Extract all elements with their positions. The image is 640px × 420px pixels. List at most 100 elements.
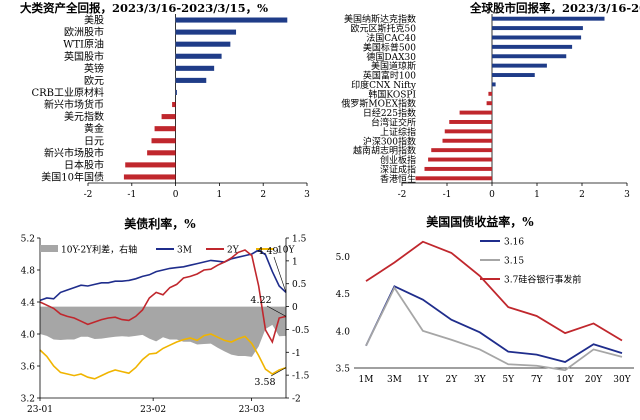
- asset-returns-x-tick-label: 1: [217, 190, 223, 200]
- yc-x-tick-label: 5Y: [502, 375, 515, 385]
- equity-returns-category-label: 台湾证交所: [371, 116, 416, 128]
- equity-returns-category-label: 美国道琼斯: [371, 60, 416, 72]
- equity-returns-x-tick-label: 0: [489, 190, 495, 200]
- equity-returns-x-tick-label: -2: [398, 190, 407, 200]
- equity-returns-bar: [444, 129, 492, 134]
- yc-x-tick-label: 1M: [359, 375, 374, 385]
- yc-series-line: [365, 240, 623, 342]
- yc-x-tick-label: 30Y: [613, 375, 631, 385]
- asset-returns-bar: [123, 174, 176, 180]
- yc-legend-label: 3.16: [504, 238, 524, 248]
- equity-returns-bar: [431, 148, 492, 153]
- equity-returns-bar: [488, 91, 492, 96]
- equity-returns-category-label: 欧元区斯托克50: [351, 23, 417, 35]
- equity-returns-category-label: 印度CNX Nifty: [351, 79, 417, 91]
- asset-returns-bar: [175, 89, 177, 95]
- yc-legend-label: 3.15: [504, 257, 524, 267]
- yield-curve-title: 美国国债收益率，%: [426, 214, 534, 229]
- annotation-leader: [266, 305, 287, 317]
- left-axis-tick-label: 3.2: [21, 395, 35, 405]
- asset-returns-bar: [175, 17, 288, 23]
- asset-returns-bar: [175, 65, 215, 71]
- left-axis-tick-label: 5.2: [21, 235, 35, 245]
- asset-returns-x-tick-label: -1: [127, 190, 136, 200]
- asset-returns-bar: [154, 126, 176, 132]
- asset-returns-bar: [175, 29, 237, 35]
- asset-returns-bar: [175, 77, 207, 83]
- right-axis-tick-label: -1: [292, 349, 301, 359]
- yc-x-tick-label: 20Y: [585, 375, 603, 385]
- equity-returns-bar: [424, 166, 492, 171]
- series-line-2y: [39, 249, 287, 345]
- legend-label: 10Y-2Y利差，右轴: [61, 244, 137, 256]
- equity-returns-chart: 全球股市回报率，2023/3/16-2023/3/15，% 美国纳斯达克指数欧元…: [341, 1, 640, 200]
- equity-returns-x-tick-label: 3: [624, 190, 630, 200]
- asset-returns-x-tick-label: 0: [173, 190, 179, 200]
- asset-returns-category-label: 日本股市: [64, 158, 104, 171]
- equity-returns-category-label: 韩国KOSPI: [368, 88, 416, 100]
- equity-returns-category-label: 英国富时100: [363, 70, 416, 82]
- right-axis-tick-label: -0.5: [292, 326, 310, 336]
- x-axis-tick-label: 23-02: [140, 405, 166, 415]
- asset-returns-x-tick-label: 2: [260, 190, 266, 200]
- equity-returns-bar: [492, 54, 567, 59]
- yc-y-tick-label: 3.5: [336, 365, 351, 375]
- yc-legend-label: 3.7硅谷银行事发前: [504, 274, 581, 286]
- equity-returns-title: 全球股市回报率，2023/3/16-2023/3/15，%: [469, 1, 640, 15]
- yc-y-tick-label: 4.0: [336, 327, 351, 337]
- equity-returns-bar: [492, 16, 605, 21]
- treasury-rates-panel: 美债利率，% 3.2 3.6 4.0 4.4 4.8 5.2 -2 -1.5 -1 -0.5 0 0.…: [0, 208, 320, 416]
- left-axis-tick-label: 3.6: [21, 363, 36, 373]
- left-axis-tick-label: 4.0: [21, 331, 36, 341]
- asset-returns-bar: [151, 138, 176, 144]
- equity-returns-bar: [442, 138, 492, 143]
- equity-returns-bar: [459, 110, 492, 115]
- equity-returns-category-label: 美国纳斯达克指数: [344, 13, 416, 25]
- equity-returns-bar: [492, 73, 535, 77]
- asset-returns-bar: [175, 53, 222, 59]
- asset-returns-category-label: 英镑: [84, 62, 104, 75]
- asset-returns-x-tick-label: -2: [84, 190, 93, 200]
- asset-returns-x-tick-label: 3: [304, 190, 310, 200]
- asset-returns-category-label: 美国10年国债: [41, 170, 104, 183]
- yc-x-tick-label: 1Y: [417, 375, 430, 385]
- yc-series-line: [365, 285, 623, 364]
- asset-returns-category-label: 美股: [84, 14, 104, 27]
- asset-returns-bar: [147, 150, 176, 156]
- asset-returns-category-label: 美元指数: [64, 110, 104, 123]
- asset-returns-title: 大类资产全回报，2023/3/16-2023/3/15，%: [20, 1, 268, 15]
- right-axis-tick-label: -2: [292, 395, 301, 405]
- asset-returns-bar: [125, 162, 176, 168]
- equity-returns-bar: [449, 120, 492, 124]
- right-axis-tick-label: 1.5: [292, 235, 307, 245]
- asset-returns-category-label: 新兴市场股市: [44, 146, 104, 159]
- asset-returns-bar: [161, 114, 176, 120]
- equity-returns-panel: 全球股市回报率，2023/3/16-2023/3/15，% 美国纳斯达克指数欧元…: [320, 0, 640, 200]
- equity-returns-bar: [492, 35, 582, 40]
- left-axis-tick-label: 4.4: [21, 299, 36, 309]
- yc-x-tick-label: 10Y: [556, 375, 574, 385]
- yc-y-tick-label: 4.5: [336, 290, 351, 300]
- right-axis-tick-label: 0: [292, 303, 298, 313]
- asset-returns-category-label: 日元: [84, 136, 104, 147]
- yc-x-tick-label: 7Y: [531, 375, 544, 385]
- equity-returns-x-tick-label: 1: [534, 190, 540, 200]
- legend-label: 2Y: [227, 246, 240, 256]
- asset-returns-bar: [172, 102, 176, 108]
- series-line-10y: [39, 333, 287, 380]
- equity-returns-bar: [415, 176, 492, 181]
- asset-returns-category-label: 欧元: [84, 75, 104, 87]
- asset-returns-panel: 大类资产全回报，2023/3/16-2023/3/15，% 美股 欧洲股市 WTI原…: [0, 0, 320, 200]
- asset-returns-category-label: 黄金: [84, 122, 104, 135]
- yc-x-tick-label: 3M: [387, 375, 402, 385]
- asset-returns-bar: [175, 41, 231, 47]
- equity-returns-bar: [486, 101, 492, 106]
- equity-returns-x-tick-label: 2: [579, 190, 585, 200]
- yc-y-tick-label: 5.0: [336, 253, 351, 263]
- yc-x-tick-label: 3Y: [474, 375, 487, 385]
- equity-returns-bar: [492, 44, 573, 49]
- equity-returns-category-label: 深证成指: [380, 163, 416, 175]
- value-annotation: 4.22: [250, 295, 271, 306]
- left-axis-tick-label: 4.8: [21, 267, 36, 277]
- treasury-rates-title: 美债利率，%: [124, 216, 196, 231]
